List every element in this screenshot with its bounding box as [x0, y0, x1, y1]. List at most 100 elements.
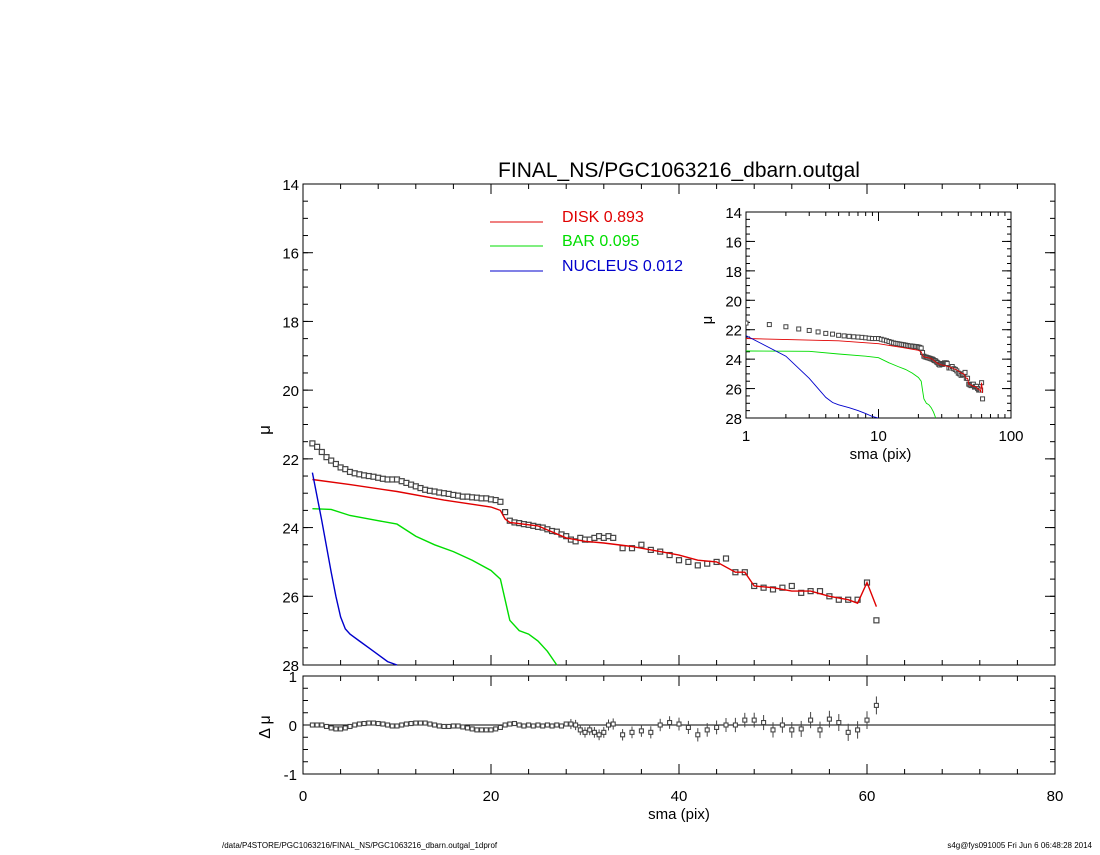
residual-point [488, 727, 494, 733]
residual-point [474, 727, 480, 733]
residual-point [497, 724, 503, 731]
residual-point [587, 727, 593, 733]
data-point [788, 582, 795, 590]
residual-point [770, 727, 776, 733]
main-y-axis-label: μ [255, 425, 274, 435]
legend-entry-bar: BAR 0.095 [562, 233, 640, 250]
residual-point [554, 722, 560, 728]
residual-point [808, 717, 814, 723]
residual-point [657, 722, 663, 728]
residual-point [855, 727, 861, 733]
main-y-tick-label: 16 [282, 246, 299, 263]
residual-point [347, 723, 353, 730]
residual-point [685, 724, 691, 731]
residual-point [751, 717, 757, 723]
residual-point [648, 729, 654, 735]
legend-value: 0.012 [643, 258, 683, 275]
inset-data-point [855, 334, 861, 340]
residual-point [540, 723, 546, 729]
data-point [685, 558, 692, 566]
data-point [798, 589, 805, 596]
residual-point [385, 722, 391, 728]
inset-data-point [851, 334, 857, 340]
residual-point [535, 722, 541, 728]
residual-point [742, 717, 748, 723]
footer-stamp: s4g@fys091005 Fri Jun 6 06:48:28 2014 [947, 841, 1092, 850]
residual-point [408, 720, 414, 727]
residual-point [591, 729, 597, 735]
residual-point [836, 719, 842, 726]
res-x-tick-label: 80 [1047, 788, 1064, 805]
data-point [666, 551, 673, 559]
res-x-tick-label: 60 [859, 788, 876, 805]
residual-point [732, 722, 738, 728]
main-y-tick-label: 20 [282, 383, 299, 400]
residual-point [479, 727, 485, 733]
series-line-disk [312, 478, 878, 607]
residual-point [610, 721, 616, 727]
res-y-tick-label: 1 [289, 669, 297, 686]
res-x-tick-label: 20 [483, 788, 500, 805]
residual-point [521, 723, 527, 729]
data-point [502, 509, 509, 516]
residual-point [761, 719, 767, 726]
data-point [318, 448, 325, 456]
inset-data-point [980, 396, 986, 402]
residual-point [873, 702, 879, 708]
inset-y-tick-label: 24 [725, 352, 742, 369]
residual-point [577, 727, 583, 733]
residual-point [403, 721, 409, 727]
legend-name: DISK [562, 209, 600, 226]
residual-point [507, 721, 513, 727]
residual-point [370, 720, 377, 726]
residual-point [413, 720, 419, 726]
data-point [628, 545, 636, 552]
residual-point [342, 725, 348, 731]
residual-point [432, 722, 438, 728]
legend-value: 0.893 [604, 209, 644, 226]
residual-point [399, 722, 405, 728]
residual-point [464, 725, 471, 731]
residual-point [714, 724, 720, 731]
residual-point [544, 722, 550, 728]
inset-y-tick-label: 28 [725, 411, 742, 428]
inset-series-line-nucleus [746, 335, 879, 418]
series-line-nucleus [311, 472, 398, 666]
inset-data-point [823, 330, 829, 336]
main-y-tick-label: 18 [282, 314, 299, 331]
residual-point [450, 723, 456, 729]
main-y-tick-label: 14 [282, 177, 299, 194]
residual-point [427, 721, 433, 727]
residual-point [695, 732, 701, 738]
residual-point [676, 721, 682, 727]
residual-point [389, 723, 395, 729]
legend-name: BAR [562, 233, 595, 250]
chart-title: FINAL_NS/PGC1063216_dbarn.outgal [498, 159, 860, 182]
inset-y-tick-label: 14 [725, 205, 742, 222]
residual-point [789, 727, 795, 733]
residual-point [493, 726, 499, 732]
main-chart: 14 16 18 20 22 24 26 28 μ DISK 0.893 BAR 0.095 NUCL… [255, 177, 1056, 675]
res-y-tick-label: 0 [289, 718, 297, 735]
residual-point [573, 722, 579, 728]
inset-data-point [796, 326, 802, 332]
residual-point [601, 729, 607, 735]
inset-x-tick-label: 10 [870, 428, 887, 445]
residual-point [366, 720, 372, 726]
data-point [619, 545, 626, 552]
inset-data-point [841, 333, 847, 339]
residual-point [446, 723, 452, 730]
main-y-tick-label: 24 [282, 521, 299, 538]
res-x-axis-label: sma (pix) [648, 806, 710, 823]
residual-point [526, 722, 532, 728]
inset-series-line-bar [746, 350, 937, 418]
residual-point [469, 726, 475, 732]
inset-data-point [815, 329, 821, 335]
residual-point [356, 721, 362, 727]
residual-point [323, 723, 330, 730]
residual-point [596, 732, 602, 738]
legend-value: 0.095 [599, 233, 639, 250]
residual-point [530, 723, 536, 729]
